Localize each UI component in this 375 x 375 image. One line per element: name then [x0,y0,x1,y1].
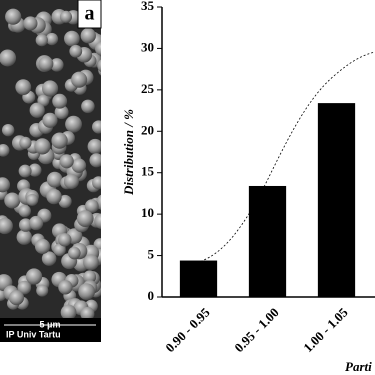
particle [78,283,96,300]
particle [71,71,88,88]
panel-label-box [77,0,102,29]
particle [71,158,87,173]
x-tick-label: 1.00 - 1.05 [300,304,351,355]
panel-label: a [85,3,95,25]
x-tick-label: 0.95 - 1.00 [231,305,281,355]
particle [41,80,59,97]
particle [45,32,59,46]
particle [50,58,64,72]
particle [34,138,51,155]
particle [58,233,72,247]
particle [35,34,48,47]
particle [59,154,74,169]
particle [34,238,51,255]
particle [63,173,79,190]
particle [83,254,99,271]
y-axis-label: Distribution / % [121,109,136,196]
particle [58,280,73,295]
scale-text: 5 μm [39,319,60,329]
y-tick-label: 0 [148,288,155,303]
particle [96,194,101,210]
particle [23,16,38,31]
y-tick-label: 30 [141,39,154,54]
particle [65,115,82,133]
particle [84,199,99,213]
particle [52,93,68,109]
particle [92,176,101,190]
particle [17,280,32,295]
particle [80,306,95,321]
particle [92,120,101,134]
y-tick-label: 15 [141,164,155,179]
particle [28,163,42,177]
bar [179,260,218,297]
particle [18,204,31,218]
particle [80,28,96,44]
particle [46,188,62,205]
particle [18,164,32,178]
particle [94,213,101,229]
particle [60,304,77,321]
x-axis-label: Parti [345,359,372,374]
y-tick-label: 35 [141,0,155,13]
y-tick-label: 25 [141,81,155,96]
particle [81,99,95,114]
particle [58,194,72,209]
scale-box [0,318,101,342]
particle [83,270,97,284]
y-tick-label: 5 [148,247,155,262]
particle [42,112,58,128]
credit-text: IP Univ Tartu [6,329,61,339]
particle [26,193,39,206]
particle [95,41,101,56]
particle [87,138,101,155]
particle [97,59,101,73]
particle [1,123,15,137]
particle [59,10,73,23]
chart: Distribution / % Parti 0 5 10 15 20 25 30 35 0.9… [121,0,375,374]
particle [46,171,63,188]
particle [28,215,44,231]
particle [19,136,32,150]
particle [69,44,83,58]
particle [29,102,45,118]
particle [38,56,54,72]
particle [36,284,49,297]
particle [0,177,11,193]
particle [64,30,80,47]
particle [0,217,13,235]
x-tick-label: 0.90 - 0.95 [162,304,213,355]
particle [16,229,33,245]
particle [15,79,32,96]
particle [5,8,22,25]
bar [317,103,356,297]
particle [4,192,21,209]
particle [25,268,43,285]
particle [89,153,101,168]
particle [53,243,66,257]
particle [8,290,25,306]
particle [68,246,81,260]
particle [76,210,94,227]
sem-image [0,0,101,342]
bar [248,185,287,297]
y-tick-label: 10 [141,205,154,220]
particle [41,251,57,266]
y-tick-label: 20 [141,122,154,137]
particle [0,49,17,67]
particle [0,143,10,157]
particle [51,132,68,149]
particle [18,218,33,232]
particle [54,105,69,120]
